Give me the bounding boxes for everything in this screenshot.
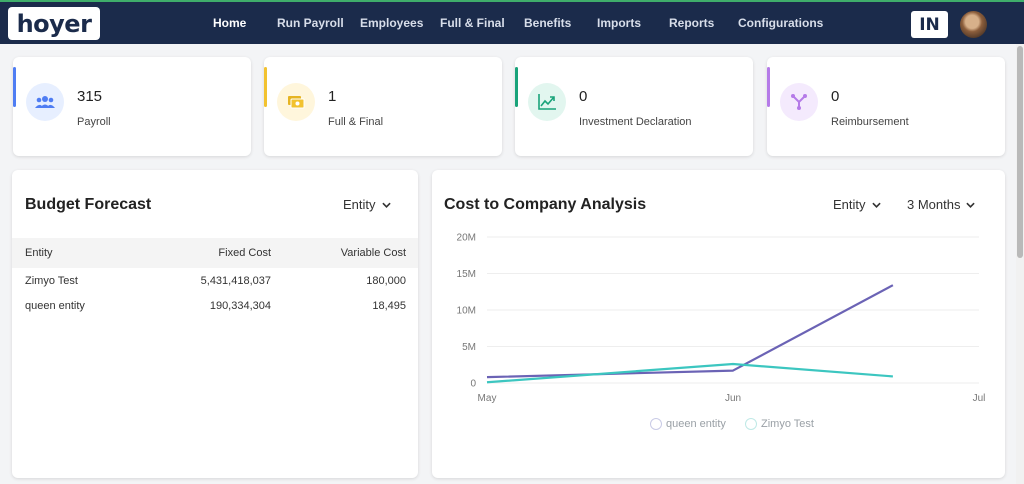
page-scrollbar[interactable] (1016, 44, 1024, 484)
y-tick-label: 5M (462, 342, 476, 353)
budget-entity-dropdown[interactable]: Entity (343, 197, 391, 212)
ctc-entity-dropdown[interactable]: Entity (833, 197, 881, 212)
card-accent-bar (515, 67, 518, 107)
full-final-label: Full & Final (328, 116, 384, 128)
budget-forecast-title: Budget Forecast (25, 196, 152, 213)
table-row-variable-cost: 18,495 (372, 300, 406, 312)
series-line-queen-entity (486, 284, 894, 379)
split-icon (780, 83, 818, 121)
budget-table-header (12, 238, 418, 268)
nav-imports[interactable]: Imports (597, 16, 642, 30)
brand-logo-text: hoyer (16, 9, 92, 38)
legend-label: queen entity (666, 418, 726, 430)
scrollbar-thumb[interactable] (1017, 46, 1023, 258)
legend-item-queen-entity[interactable]: queen entity (650, 418, 726, 430)
table-row-entity: Zimyo Test (25, 275, 78, 287)
stat-card-investment-declaration[interactable]: 0 Investment Declaration (515, 57, 753, 156)
chevron-down-icon (381, 202, 391, 208)
stat-card-payroll[interactable]: 315 Payroll (13, 57, 251, 156)
card-accent-bar (767, 67, 770, 107)
legend-marker (650, 418, 662, 430)
user-avatar[interactable] (960, 11, 987, 38)
users-icon (26, 83, 64, 121)
card-accent-bar (13, 67, 16, 107)
y-tick-label: 20M (457, 233, 476, 244)
table-row-fixed-cost: 5,431,418,037 (200, 275, 271, 287)
ctc-line-chart: 0 5M 10M 15M 20M May Jun Jul (457, 233, 986, 405)
country-selector[interactable]: IN (911, 11, 948, 38)
nav-configurations[interactable]: Configurations (738, 16, 824, 30)
table-row-entity: queen entity (25, 300, 85, 312)
nav-home[interactable]: Home (213, 16, 247, 30)
budget-forecast-panel: Budget Forecast Entity Entity Fixed Cost… (12, 170, 418, 478)
payroll-label: Payroll (77, 116, 111, 128)
x-tick-label: May (478, 393, 497, 404)
trend-up-icon (528, 83, 566, 121)
column-header-entity: Entity (25, 247, 53, 259)
series-line-zimyo-test (486, 362, 893, 384)
top-navbar: hoyer Home Run Payroll Employees Full & … (0, 0, 1024, 44)
chevron-down-icon (871, 202, 881, 208)
ctc-analysis-title: Cost to Company Analysis (444, 196, 647, 213)
budget-entity-dropdown-label: Entity (343, 197, 376, 212)
investment-count: 0 (579, 88, 588, 105)
full-final-count: 1 (328, 88, 337, 105)
nav-employees[interactable]: Employees (360, 16, 424, 30)
legend-item-zimyo-test[interactable]: Zimyo Test (745, 418, 814, 430)
legend-marker (745, 418, 757, 430)
ctc-entity-dropdown-label: Entity (833, 197, 866, 212)
ctc-period-dropdown-label: 3 Months (907, 197, 961, 212)
chevron-down-icon (966, 202, 976, 208)
brand-logo[interactable]: hoyer (8, 7, 100, 40)
investment-label: Investment Declaration (579, 116, 692, 128)
nav-reports[interactable]: Reports (669, 16, 715, 30)
nav-run-payroll[interactable]: Run Payroll (277, 16, 344, 30)
x-tick-label: Jul (973, 393, 986, 404)
y-tick-label: 10M (457, 306, 476, 317)
table-row-fixed-cost: 190,334,304 (209, 300, 271, 312)
card-accent-bar (264, 67, 267, 107)
payroll-count: 315 (77, 88, 103, 105)
stat-card-full-final[interactable]: 1 Full & Final (264, 57, 502, 156)
cash-icon (277, 83, 315, 121)
x-tick-label: Jun (725, 393, 741, 404)
stat-card-reimbursement[interactable]: 0 Reimbursement (767, 57, 1005, 156)
column-header-variable-cost: Variable Cost (340, 247, 406, 259)
column-header-fixed-cost: Fixed Cost (218, 247, 271, 259)
nav-benefits[interactable]: Benefits (524, 16, 572, 30)
nav-full-final[interactable]: Full & Final (440, 16, 505, 30)
reimbursement-label: Reimbursement (831, 116, 909, 128)
legend-label: Zimyo Test (761, 418, 814, 430)
table-row-variable-cost: 180,000 (366, 275, 406, 287)
y-tick-label: 0 (470, 379, 476, 390)
ctc-period-dropdown[interactable]: 3 Months (907, 197, 976, 212)
ctc-analysis-panel: Cost to Company Analysis Entity 3 Months… (432, 170, 1005, 478)
reimbursement-count: 0 (831, 88, 840, 105)
y-tick-label: 15M (457, 269, 476, 280)
